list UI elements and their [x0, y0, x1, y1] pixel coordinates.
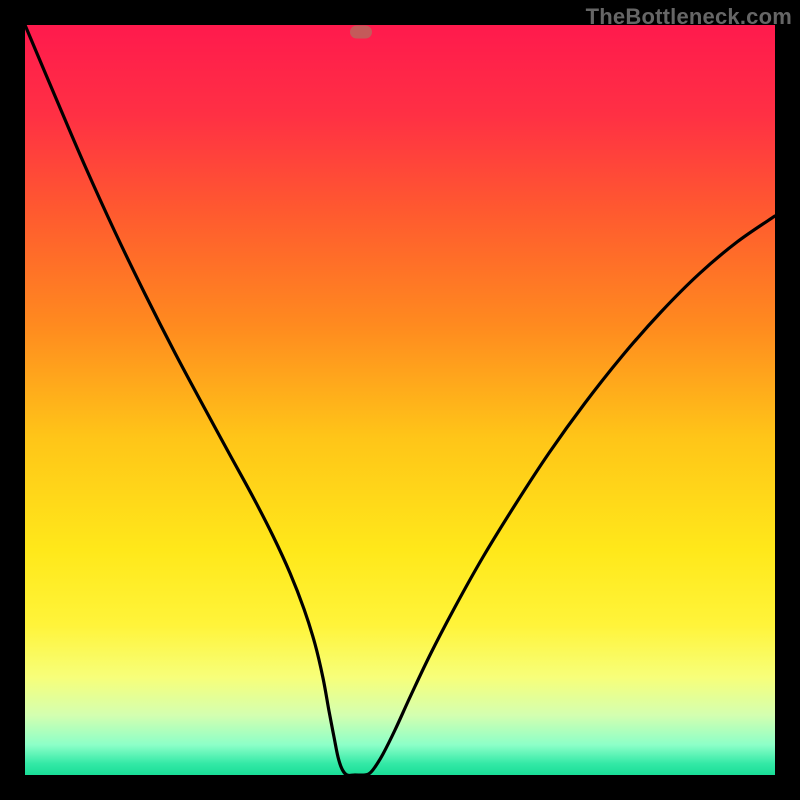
bottleneck-curve-plot: [25, 25, 775, 775]
chart-container: TheBottleneck.com: [0, 0, 800, 800]
plot-svg: [25, 25, 775, 775]
plot-background: [25, 25, 775, 775]
optimal-point-marker: [350, 26, 372, 39]
